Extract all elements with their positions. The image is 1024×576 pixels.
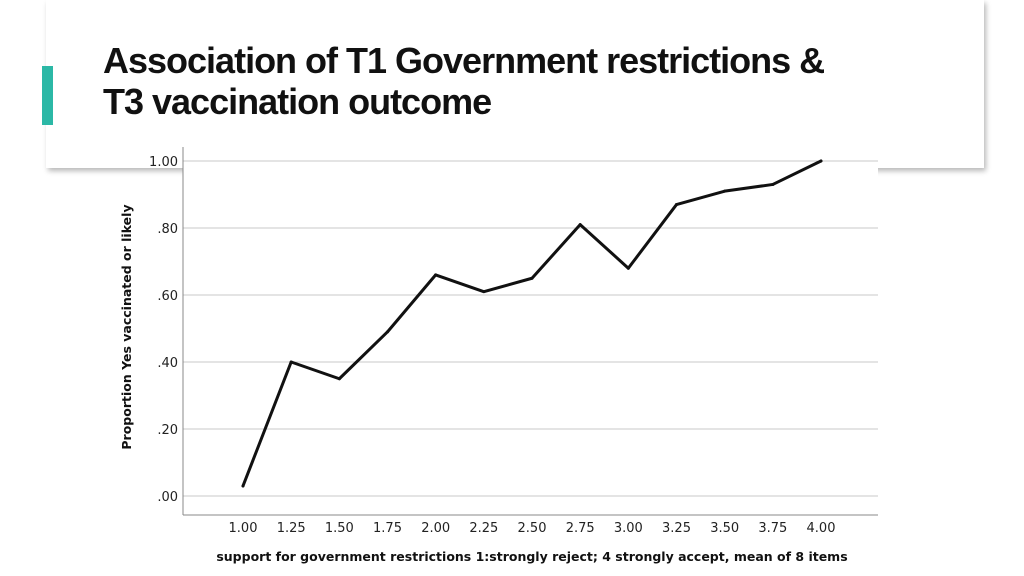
plot-background (183, 147, 878, 515)
x-tick-labels: 1.00 1.25 1.50 1.75 2.00 2.25 2.50 2.75 3.00 3.25… (229, 521, 836, 536)
title-line-1: Association of T1 Government restriction… (103, 40, 825, 81)
data-point (530, 276, 534, 280)
y-tick-label: .00 (157, 490, 178, 505)
y-axis-title: Proportion Yes vaccinated or likely (119, 204, 134, 449)
data-point (771, 182, 775, 186)
x-tick-label: 3.75 (758, 521, 787, 536)
title-card (46, 0, 984, 168)
axes (182, 147, 878, 516)
x-tick-label: 3.50 (710, 521, 739, 536)
data-point (819, 159, 823, 163)
title-line-2: T3 vaccination outcome (103, 81, 492, 122)
gridlines (183, 160, 878, 497)
y-tick-labels: .00 .20 .40 .60 .80 1.00 (149, 155, 178, 505)
y-tick-label: 1.00 (149, 155, 178, 170)
y-tick-label: .20 (157, 423, 178, 438)
data-point (434, 273, 438, 277)
x-tick-label: 3.00 (614, 521, 643, 536)
data-point (482, 290, 486, 294)
series-layer (241, 159, 823, 488)
x-tick-label: 2.75 (566, 521, 595, 536)
y-tick-label: .60 (157, 289, 178, 304)
y-tick-label: .80 (157, 222, 178, 237)
x-tick-label: 3.25 (662, 521, 691, 536)
x-tick-label: 2.50 (518, 521, 547, 536)
data-point (626, 266, 630, 270)
slide-title: Association of T1 Government restriction… (103, 40, 963, 122)
x-axis-title: support for government restrictions 1:st… (216, 549, 847, 564)
data-point (578, 223, 582, 227)
data-point (337, 377, 341, 381)
x-tick-label: 1.75 (373, 521, 402, 536)
data-point (675, 203, 678, 207)
data-point (241, 484, 245, 488)
x-tick-label: 1.25 (277, 521, 306, 536)
x-tick-label: 2.25 (469, 521, 498, 536)
data-point (386, 330, 389, 334)
x-tick-label: 4.00 (807, 521, 836, 536)
data-point (289, 360, 293, 364)
x-tick-label: 1.00 (229, 521, 258, 536)
x-tick-label: 1.50 (325, 521, 354, 536)
y-tick-label: .40 (157, 356, 178, 371)
x-tick-label: 2.00 (421, 521, 450, 536)
accent-bar (42, 66, 53, 125)
data-point (723, 189, 727, 193)
